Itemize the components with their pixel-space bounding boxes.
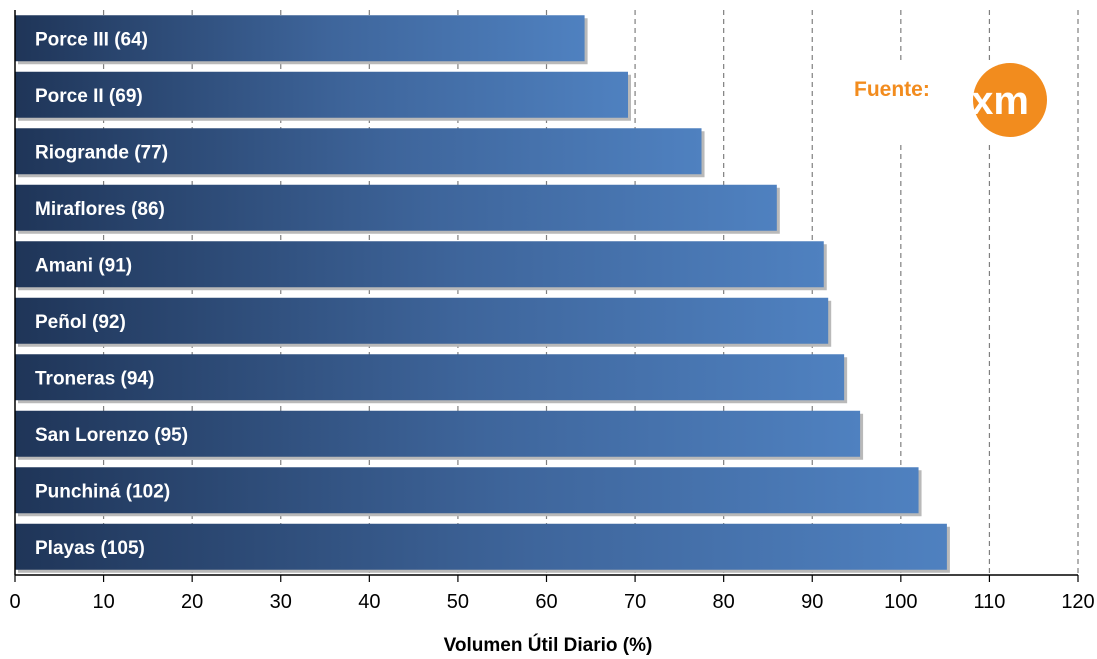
bar-label: Porce III (64) bbox=[35, 29, 148, 50]
bar bbox=[15, 15, 585, 62]
x-tick-label: 50 bbox=[447, 591, 469, 613]
bar bbox=[15, 410, 861, 457]
bar bbox=[15, 354, 845, 401]
bar-label: Riogrande (77) bbox=[35, 142, 168, 163]
bar bbox=[15, 184, 777, 231]
x-tick-label: 110 bbox=[973, 591, 1005, 613]
bar bbox=[15, 71, 628, 118]
x-tick-label: 120 bbox=[1061, 591, 1094, 613]
bar bbox=[15, 297, 829, 344]
x-tick-label: 0 bbox=[9, 591, 20, 613]
xm-logo-text: xm bbox=[971, 79, 1029, 123]
x-tick-label: 70 bbox=[624, 591, 646, 613]
xm-logo-icon: xm bbox=[971, 63, 1047, 137]
bar bbox=[15, 128, 702, 175]
source-annotation: Fuente: xm bbox=[854, 63, 1047, 137]
bar-label: Peñol (92) bbox=[35, 312, 126, 333]
bar bbox=[15, 241, 824, 288]
x-tick-label: 80 bbox=[713, 591, 735, 613]
bar-label: Punchiná (102) bbox=[35, 481, 170, 502]
bar-label: Miraflores (86) bbox=[35, 199, 165, 220]
bar-label: Troneras (94) bbox=[35, 368, 154, 389]
bar-label: Porce II (69) bbox=[35, 86, 143, 107]
x-tick-label: 30 bbox=[270, 591, 292, 613]
bar-label: Amani (91) bbox=[35, 255, 132, 276]
bar bbox=[15, 467, 919, 514]
bar-label: Playas (105) bbox=[35, 538, 145, 559]
x-axis-title: Volumen Útil Diario (%) bbox=[444, 634, 653, 656]
x-tick-label: 60 bbox=[535, 591, 557, 613]
x-tick-label: 90 bbox=[801, 591, 823, 613]
x-tick-label: 40 bbox=[358, 591, 380, 613]
x-tick-label: 20 bbox=[181, 591, 203, 613]
source-label: Fuente: bbox=[854, 78, 930, 101]
bar bbox=[15, 523, 947, 570]
bar-label: San Lorenzo (95) bbox=[35, 425, 188, 446]
x-tick-label: 10 bbox=[92, 591, 114, 613]
x-tick-label: 100 bbox=[884, 591, 917, 613]
